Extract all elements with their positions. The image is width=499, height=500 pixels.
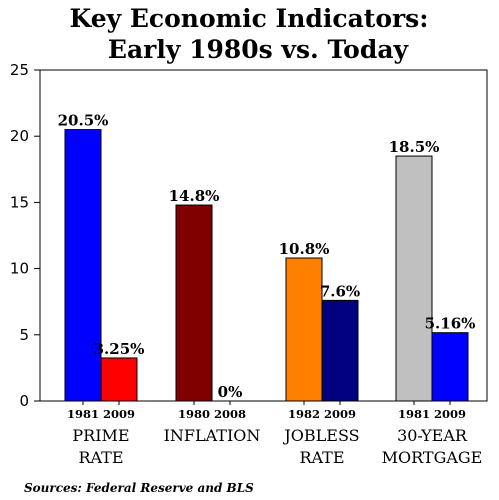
chart-title-line-2: Early 1980s vs. Today (108, 35, 410, 64)
x-year-label: 2008 (214, 407, 246, 421)
x-group-label: RATE (299, 448, 344, 467)
bar (285, 257, 323, 402)
y-tick-label: 15 (10, 193, 29, 211)
data-label: 10.8% (279, 240, 330, 258)
bar (64, 129, 102, 402)
y-tick-label: 20 (10, 127, 29, 145)
y-tick-label: 0 (19, 392, 29, 410)
bar (431, 332, 469, 402)
x-year-label: 2009 (324, 407, 356, 421)
x-group-label: RATE (78, 448, 123, 467)
data-label: 0% (218, 383, 243, 401)
bars-layer (64, 129, 469, 402)
x-year-label: 1980 (178, 407, 210, 421)
data-label: 14.8% (169, 187, 220, 205)
x-group-label: INFLATION (164, 426, 261, 445)
x-group-label: MORTGAGE (382, 448, 483, 467)
x-year-label: 1982 (288, 407, 320, 421)
y-tick-label: 25 (10, 61, 29, 79)
y-tick-label: 10 (10, 260, 29, 278)
x-year-label: 2009 (434, 407, 466, 421)
y-tick-label: 5 (19, 326, 29, 344)
x-group-label: PRIME (72, 426, 129, 445)
bar (321, 299, 359, 402)
y-axis: 0 5 10 15 20 25 (10, 61, 40, 410)
data-label: 20.5% (58, 112, 109, 130)
source-note: Sources: Federal Reserve and BLS (24, 481, 254, 495)
bar (395, 155, 433, 402)
bar (175, 204, 213, 402)
data-label: 3.25% (94, 340, 145, 358)
data-label: 5.16% (425, 315, 476, 333)
data-label: 18.5% (389, 138, 440, 156)
labels-layer: 20.5% 1981 3.25% 2009 PRIME RATE 14.8% 1980 0% 20… (58, 112, 483, 467)
data-label: 7.6% (320, 282, 360, 300)
x-group-label: JOBLESS (282, 426, 359, 445)
x-year-label: 1981 (67, 407, 99, 421)
bar (100, 357, 138, 402)
chart-title-line-1: Key Economic Indicators: (70, 4, 429, 33)
x-group-label: 30-YEAR (397, 426, 468, 445)
x-year-label: 1981 (398, 407, 430, 421)
plot-area-frame (39, 69, 488, 402)
x-year-label: 2009 (103, 407, 135, 421)
